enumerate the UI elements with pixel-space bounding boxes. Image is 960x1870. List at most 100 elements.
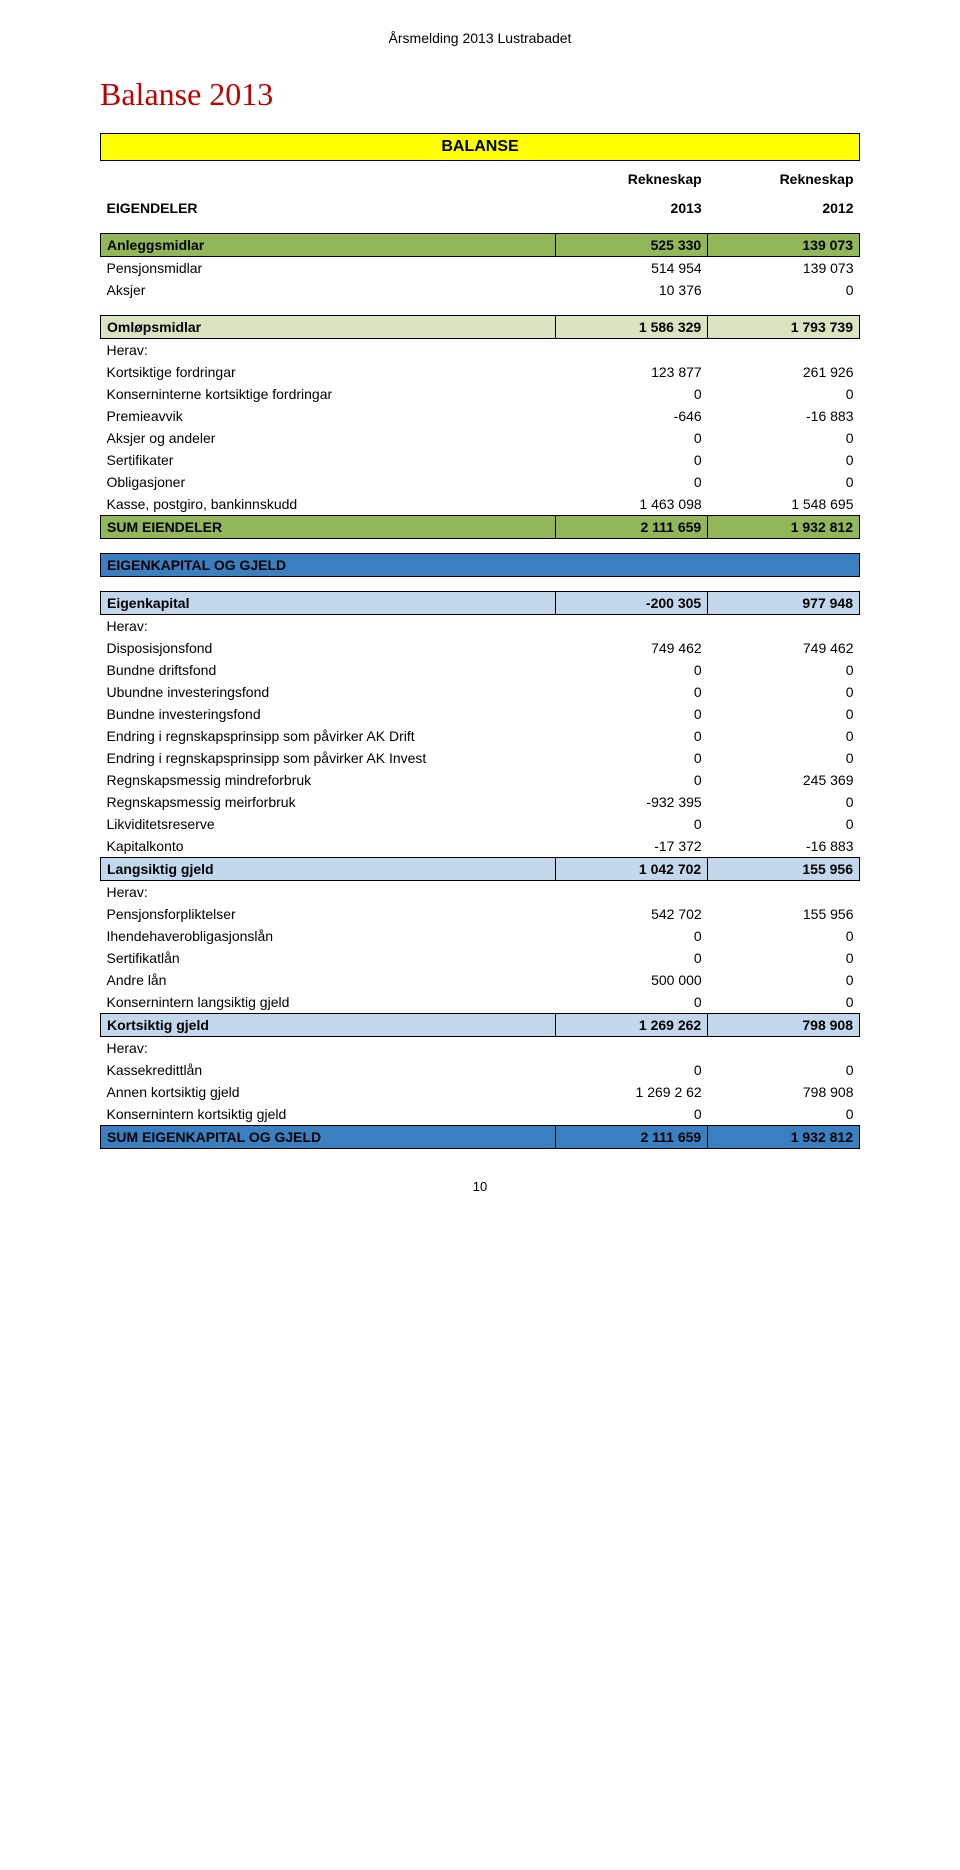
row-premieavvik: Premieavvik -646 -16 883 bbox=[101, 405, 860, 427]
cell-label: Konsernintern kortsiktig gjeld bbox=[101, 1103, 556, 1126]
cell-value: 1 793 739 bbox=[708, 316, 860, 339]
cell-value: 261 926 bbox=[708, 361, 860, 383]
eigendeler-label: EIGENDELER bbox=[101, 190, 556, 219]
row-likviditet: Likviditetsreserve 0 0 bbox=[101, 813, 860, 835]
row-sum-eigenkapital-og-gjeld: SUM EIGENKAPITAL OG GJELD 2 111 659 1 93… bbox=[101, 1126, 860, 1149]
cell-value: 10 376 bbox=[556, 279, 708, 301]
cell-value: 0 bbox=[556, 659, 708, 681]
cell-value: 0 bbox=[556, 947, 708, 969]
cell-value: 0 bbox=[556, 747, 708, 769]
cell-value: -17 372 bbox=[556, 835, 708, 858]
row-eigenkapital-og-gjeld: EIGENKAPITAL OG GJELD bbox=[101, 554, 860, 577]
cell-label: Herav: bbox=[101, 615, 556, 638]
cell-value: 0 bbox=[556, 471, 708, 493]
cell-label: Langsiktig gjeld bbox=[101, 858, 556, 881]
cell-label: SUM EIENDELER bbox=[101, 516, 556, 539]
page-title: Balanse 2013 bbox=[100, 76, 860, 113]
cell-value: 1 269 2 62 bbox=[556, 1081, 708, 1103]
cell-label: Ihendehaverobligasjonslån bbox=[101, 925, 556, 947]
cell-value: 525 330 bbox=[556, 234, 708, 257]
cell-value: 0 bbox=[708, 791, 860, 813]
row-herav-4: Herav: bbox=[101, 1037, 860, 1060]
row-langsiktig: Langsiktig gjeld 1 042 702 155 956 bbox=[101, 858, 860, 881]
row-kortsiktige: Kortsiktige fordringar 123 877 261 926 bbox=[101, 361, 860, 383]
cell-value: 245 369 bbox=[708, 769, 860, 791]
cell-value: 155 956 bbox=[708, 858, 860, 881]
row-kassekreditt: Kassekredittlån 0 0 bbox=[101, 1059, 860, 1081]
cell-value: 0 bbox=[708, 969, 860, 991]
cell-value: 0 bbox=[556, 925, 708, 947]
row-sertifikatlan: Sertifikatlån 0 0 bbox=[101, 947, 860, 969]
row-anleggsmidlar: Anleggsmidlar 525 330 139 073 bbox=[101, 234, 860, 257]
cell-label: Eigenkapital bbox=[101, 592, 556, 615]
cell-label: Herav: bbox=[101, 1037, 556, 1060]
row-pensjonspl: Pensjonsforpliktelser 542 702 155 956 bbox=[101, 903, 860, 925]
row-herav-2: Herav: bbox=[101, 615, 860, 638]
cell-value: 0 bbox=[556, 703, 708, 725]
row-herav-1: Herav: bbox=[101, 339, 860, 362]
row-omlopsmidlar: Omløpsmidlar 1 586 329 1 793 739 bbox=[101, 316, 860, 339]
cell-label: Omløpsmidlar bbox=[101, 316, 556, 339]
row-herav-3: Herav: bbox=[101, 881, 860, 904]
cell-value: 0 bbox=[556, 383, 708, 405]
row-kapitalkonto: Kapitalkonto -17 372 -16 883 bbox=[101, 835, 860, 858]
cell-value: 1 932 812 bbox=[708, 516, 860, 539]
cell-label: Herav: bbox=[101, 881, 556, 904]
cell-value: 0 bbox=[556, 991, 708, 1014]
cell-value: 2 111 659 bbox=[556, 516, 708, 539]
cell-label: Kortsiktig gjeld bbox=[101, 1014, 556, 1037]
cell-value: 977 948 bbox=[708, 592, 860, 615]
cell-label: Kortsiktige fordringar bbox=[101, 361, 556, 383]
cell-label: Ubundne investeringsfond bbox=[101, 681, 556, 703]
cell-value: 0 bbox=[556, 1059, 708, 1081]
banner-label: BALANSE bbox=[101, 134, 860, 161]
cell-label: Bundne investeringsfond bbox=[101, 703, 556, 725]
cell-value: 0 bbox=[708, 747, 860, 769]
cell-label: Anleggsmidlar bbox=[101, 234, 556, 257]
cell-value: -932 395 bbox=[556, 791, 708, 813]
row-andre-lan: Andre lån 500 000 0 bbox=[101, 969, 860, 991]
page-number: 10 bbox=[100, 1179, 860, 1194]
cell-value: 749 462 bbox=[556, 637, 708, 659]
col-year-1: 2013 bbox=[556, 190, 708, 219]
cell-value: 1 586 329 bbox=[556, 316, 708, 339]
row-ihendehaver: Ihendehaverobligasjonslån 0 0 bbox=[101, 925, 860, 947]
cell-value: 0 bbox=[556, 427, 708, 449]
col-year-2: 2012 bbox=[708, 190, 860, 219]
cell-label: Kapitalkonto bbox=[101, 835, 556, 858]
cell-label: Obligasjoner bbox=[101, 471, 556, 493]
row-pensjonsmidlar: Pensjonsmidlar 514 954 139 073 bbox=[101, 257, 860, 280]
cell-value: -16 883 bbox=[708, 405, 860, 427]
row-eigenkapital: Eigenkapital -200 305 977 948 bbox=[101, 592, 860, 615]
banner-row: BALANSE bbox=[101, 134, 860, 161]
cell-value: 0 bbox=[708, 991, 860, 1014]
cell-value: -200 305 bbox=[556, 592, 708, 615]
cell-label: Herav: bbox=[101, 339, 556, 362]
cell-value: 1 548 695 bbox=[708, 493, 860, 516]
cell-value: 0 bbox=[708, 703, 860, 725]
page-container: Årsmelding 2013 Lustrabadet Balanse 2013… bbox=[0, 0, 960, 1234]
cell-value: 798 908 bbox=[708, 1081, 860, 1103]
cell-value: 0 bbox=[556, 725, 708, 747]
column-header-row-1: Rekneskap Rekneskap bbox=[101, 161, 860, 191]
row-sum-eiendeler: SUM EIENDELER 2 111 659 1 932 812 bbox=[101, 516, 860, 539]
cell-value: 0 bbox=[556, 681, 708, 703]
row-konsern-kort: Konsernintern kortsiktig gjeld 0 0 bbox=[101, 1103, 860, 1126]
cell-value: 0 bbox=[708, 925, 860, 947]
row-obligasjoner: Obligasjoner 0 0 bbox=[101, 471, 860, 493]
cell-value: 0 bbox=[708, 1059, 860, 1081]
cell-value: 0 bbox=[708, 813, 860, 835]
row-aksjer-andeler: Aksjer og andeler 0 0 bbox=[101, 427, 860, 449]
cell-value: 0 bbox=[708, 471, 860, 493]
cell-value: 0 bbox=[708, 1103, 860, 1126]
row-annen-kort: Annen kortsiktig gjeld 1 269 2 62 798 90… bbox=[101, 1081, 860, 1103]
cell-label: Pensjonsforpliktelser bbox=[101, 903, 556, 925]
cell-value: 139 073 bbox=[708, 234, 860, 257]
cell-label: Aksjer bbox=[101, 279, 556, 301]
cell-label: Andre lån bbox=[101, 969, 556, 991]
col-header-2: Rekneskap bbox=[708, 161, 860, 191]
cell-label: SUM EIGENKAPITAL OG GJELD bbox=[101, 1126, 556, 1149]
cell-value: 0 bbox=[708, 383, 860, 405]
cell-value: 1 269 262 bbox=[556, 1014, 708, 1037]
cell-value: -646 bbox=[556, 405, 708, 427]
